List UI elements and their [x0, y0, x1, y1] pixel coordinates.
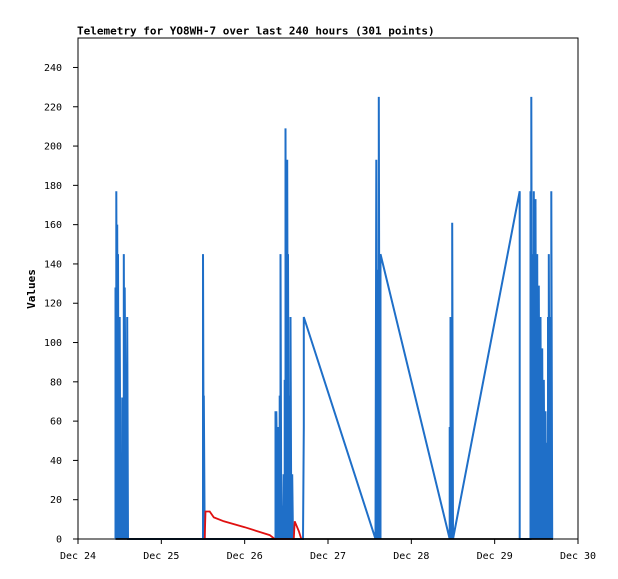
y-tick-label: 0: [56, 535, 62, 546]
x-tick-label: Dec 24: [60, 551, 96, 562]
plot-frame: [77, 37, 579, 540]
y-tick-label: 160: [44, 220, 62, 231]
y-tick-label: 100: [44, 338, 62, 349]
x-tick-label: Dec 29: [477, 551, 513, 562]
y-tick-label: 20: [50, 495, 62, 506]
y-axis-label: Values: [25, 269, 38, 309]
series-layer: [114, 96, 554, 540]
y-axis: 0 20 40 60 80 100 120 140 160 180 200 220 240: [44, 63, 78, 546]
y-tick-label: 140: [44, 259, 62, 270]
x-tick-label: Dec 27: [310, 551, 346, 562]
y-tick-label: 220: [44, 102, 62, 113]
x-tick-label: Dec 28: [393, 551, 429, 562]
x-axis: Dec 24 Dec 25 Dec 26 Dec 27 Dec 28 Dec 29 Dec …: [60, 539, 596, 562]
y-tick-label: 200: [44, 142, 62, 153]
x-tick-label: Dec 25: [143, 551, 179, 562]
series-line-2: [203, 510, 303, 540]
x-tick-label: Dec 30: [560, 551, 596, 562]
y-tick-label: 40: [50, 456, 62, 467]
y-tick-label: 60: [50, 417, 62, 428]
y-tick-label: 80: [50, 377, 62, 388]
y-tick-label: 120: [44, 299, 62, 310]
y-tick-label: 240: [44, 63, 62, 74]
y-tick-label: 180: [44, 181, 62, 192]
chart-title: Telemetry for YO8WH-7 over last 240 hour…: [77, 25, 435, 38]
x-tick-label: Dec 26: [227, 551, 263, 562]
